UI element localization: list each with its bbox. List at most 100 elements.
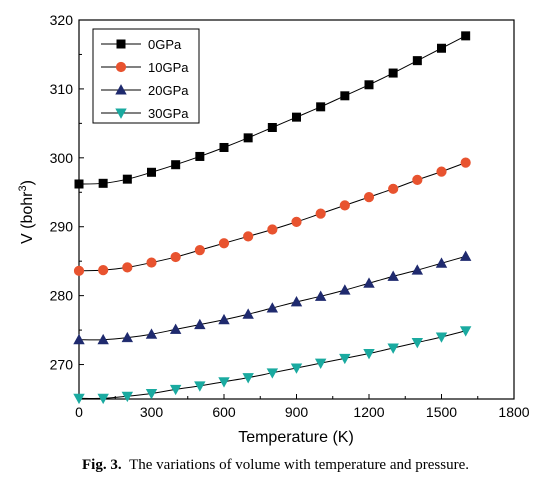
data-point-30GPa [459,326,472,337]
legend-marker [116,39,126,49]
data-point-0GPa [388,68,398,78]
data-point-30GPa [73,393,85,405]
y-axis-title-close: ) [19,180,36,185]
legend-box [92,28,200,124]
data-point-20GPa [266,302,279,313]
data-point-10GPa [267,224,278,235]
figure-caption-text: The variations of volume with temperatur… [129,457,469,473]
x-tick-label: 1500 [426,404,457,420]
data-point-20GPa [459,250,472,261]
data-point-20GPa [290,296,303,307]
data-point-10GPa [460,157,471,168]
axis-ticks: 0 300 600 900 1200 1500 1800 270 280 290 300 310 320 [50,12,530,420]
series-markers [73,31,472,405]
data-point-10GPa [218,238,230,249]
data-point-10GPa [315,208,326,219]
data-point-30GPa [411,337,424,349]
data-point-0GPa [364,80,374,90]
figure-caption: Fig. 3. The variations of volume with te… [0,457,551,474]
legend: 0GPa 10GPa 20GPa 30GPa [92,28,200,124]
legend-marker [115,84,127,95]
data-point-30GPa [145,388,158,400]
data-point-20GPa [314,290,327,301]
data-point-0GPa [316,102,326,112]
legend-marker [115,61,127,73]
data-point-30GPa [339,353,351,365]
data-point-0GPa [74,179,84,189]
data-point-20GPa [435,257,448,268]
data-point-10GPa [243,231,254,242]
y-tick-label: 280 [50,288,74,304]
data-point-30GPa [242,373,254,384]
data-point-20GPa [194,318,206,330]
data-point-0GPa [195,151,205,161]
data-point-10GPa [98,265,109,276]
data-point-0GPa [98,178,108,188]
data-point-10GPa [194,245,205,256]
data-point-10GPa [363,191,375,203]
y-tick-label: 320 [50,12,74,28]
data-point-0GPa [412,56,422,66]
data-point-30GPa [218,377,230,388]
volume-temperature-chart: 0 300 600 900 1200 1500 1800270280290300310320… [17,12,530,446]
data-point-20GPa [387,270,399,281]
data-point-10GPa [436,166,447,177]
data-point-30GPa [363,349,375,360]
data-point-0GPa [122,174,132,184]
data-point-0GPa [436,43,446,53]
data-point-10GPa [170,251,181,263]
x-tick-label: 900 [285,404,309,420]
x-tick-label: 300 [140,404,164,420]
data-point-20GPa [73,333,85,345]
data-point-30GPa [121,391,134,403]
data-point-10GPa [412,174,423,185]
data-point-30GPa [194,381,206,392]
y-axis-title: V (bohr3) [17,180,36,244]
data-point-10GPa [388,183,399,194]
legend-label: 20GPa [148,83,189,98]
x-tick-label: 1800 [498,404,529,420]
series-line-30GPa [78,330,466,399]
data-point-20GPa [339,284,351,295]
x-tick-label: 1200 [353,404,384,420]
data-point-20GPa [218,313,230,325]
data-point-20GPa [363,277,375,288]
y-tick-label: 290 [50,219,74,235]
y-tick-label: 300 [50,150,74,166]
data-point-20GPa [411,264,424,275]
data-point-30GPa [314,358,327,369]
data-point-0GPa [171,160,181,170]
data-point-0GPa [267,122,277,132]
data-point-30GPa [387,343,399,354]
figure-label: Fig. 3. [82,457,122,473]
legend-marker [115,108,127,119]
data-point-0GPa [291,112,301,122]
series-line-10GPa [78,162,466,272]
data-point-20GPa [169,323,182,334]
data-point-0GPa [461,31,471,41]
data-point-0GPa [243,133,253,143]
data-point-0GPa [147,167,157,177]
data-point-30GPa [97,393,109,405]
y-tick-label: 310 [50,81,74,97]
data-point-20GPa [121,331,134,343]
data-point-10GPa [122,262,133,273]
x-axis-title: Temperature (K) [238,429,354,446]
data-point-20GPa [242,308,254,319]
series-line-20GPa [78,255,466,341]
data-point-30GPa [169,384,182,396]
x-tick-label: 600 [212,404,236,420]
y-axis-title-superscript: 3 [17,185,29,191]
data-point-30GPa [435,332,448,343]
data-point-10GPa [291,216,302,228]
data-point-0GPa [340,91,350,101]
data-point-0GPa [219,142,229,152]
x-tick-label: 0 [75,404,83,420]
data-point-10GPa [146,257,157,268]
legend-label: 0GPa [148,37,182,52]
data-point-30GPa [290,363,303,374]
data-point-20GPa [97,333,109,345]
data-point-20GPa [145,328,158,339]
legend-label: 10GPa [148,60,189,75]
legend-label: 30GPa [148,106,189,121]
